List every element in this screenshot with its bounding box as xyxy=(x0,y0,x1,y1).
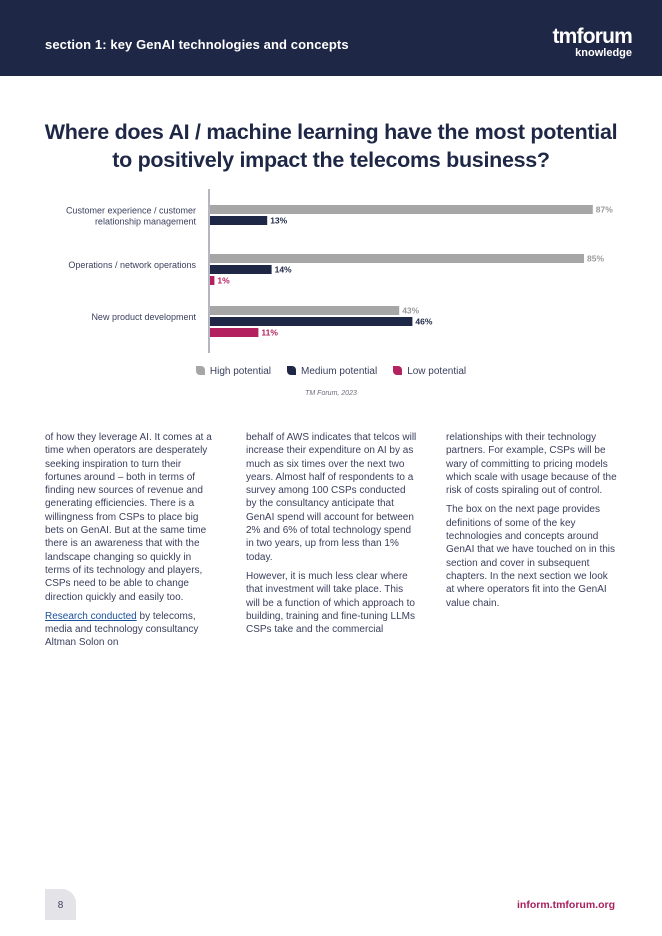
legend-item: Low potential xyxy=(393,366,466,377)
bar-medium-potential xyxy=(210,265,272,274)
footer-url[interactable]: inform.tmforum.org xyxy=(517,899,615,911)
paragraph: The box on the next page provides defini… xyxy=(446,504,615,609)
legend-swatch xyxy=(195,366,205,375)
category-label: New product development xyxy=(91,312,196,322)
bar-high-potential xyxy=(210,306,400,315)
data-label: 43% xyxy=(402,306,419,316)
chart-source: TM Forum, 2023 xyxy=(305,390,357,397)
data-label: 11% xyxy=(261,328,278,338)
chart-legend: High potential Medium potential Low potent… xyxy=(0,366,662,377)
legend-label: Medium potential xyxy=(301,366,378,377)
legend-item: High potential xyxy=(195,366,272,377)
page-header: section 1: key GenAI technologies and co… xyxy=(0,0,662,76)
data-label: 85% xyxy=(587,254,604,264)
bar-low-potential xyxy=(210,276,215,285)
data-label: 14% xyxy=(275,265,292,275)
bar-chart: Customer experience / customer relationsh… xyxy=(66,189,613,353)
paragraph: relationships with their technology part… xyxy=(446,432,617,497)
legend-label: Low potential xyxy=(407,366,467,377)
category-label: Operations / network operations xyxy=(68,260,196,270)
research-link[interactable]: Research conducted xyxy=(45,610,137,622)
data-label: 46% xyxy=(415,317,432,327)
text-column-2: behalf of AWS indicates that telcos will… xyxy=(246,431,418,642)
section-title: section 1: key GenAI technologies and co… xyxy=(45,37,349,52)
text-column-1: of how they leverage AI. It comes at a t… xyxy=(45,431,217,656)
legend-item: Medium potential xyxy=(287,366,377,377)
legend-swatch xyxy=(287,366,297,375)
paragraph: of how they leverage AI. It comes at a t… xyxy=(45,432,212,603)
data-label: 13% xyxy=(270,216,287,226)
bar-medium-potential xyxy=(210,317,413,326)
legend-label: High potential xyxy=(209,366,272,377)
bar-high-potential xyxy=(210,254,584,263)
page-number: 8 xyxy=(45,889,76,920)
chart-title: Where does AI / machine learning have th… xyxy=(44,120,618,172)
text-column-3: relationships with their technology part… xyxy=(446,431,618,616)
paragraph: Research conducted by telecoms, media an… xyxy=(45,610,217,650)
bar-high-potential xyxy=(210,205,593,214)
data-label: 1% xyxy=(217,276,230,286)
category-label: Customer experience / customer relationsh… xyxy=(66,206,197,227)
bar-medium-potential xyxy=(210,216,268,225)
paragraph-text: by telecoms, media and technology consul… xyxy=(45,610,199,649)
legend-swatch xyxy=(393,366,403,375)
tmforum-logo: tmforum knowledge xyxy=(552,25,632,60)
logo-wordmark: tmforum xyxy=(552,25,632,48)
paragraph: behalf of AWS indicates that telcos will… xyxy=(246,432,417,563)
data-label: 87% xyxy=(596,205,613,215)
paragraph: However, it is much less clear where tha… xyxy=(246,570,415,636)
logo-subtitle: knowledge xyxy=(575,47,632,59)
bar-low-potential xyxy=(210,328,259,337)
